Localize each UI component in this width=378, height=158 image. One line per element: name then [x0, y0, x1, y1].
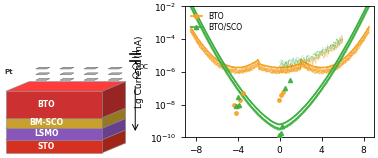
Text: STO: STO [38, 142, 55, 151]
Text: LSMO: LSMO [34, 129, 59, 138]
Text: BM-SCO: BM-SCO [29, 118, 64, 127]
Polygon shape [108, 73, 122, 75]
Polygon shape [102, 82, 125, 118]
Legend: BTO, BTO/SCO: BTO, BTO/SCO [189, 10, 244, 33]
Polygon shape [6, 108, 125, 118]
Y-axis label: Lg Current (mA): Lg Current (mA) [135, 36, 144, 108]
Polygon shape [102, 118, 125, 140]
Polygon shape [102, 130, 125, 153]
Polygon shape [6, 118, 102, 128]
Polygon shape [6, 118, 125, 128]
Polygon shape [6, 130, 125, 140]
Polygon shape [84, 79, 98, 80]
Polygon shape [102, 108, 125, 128]
Polygon shape [6, 140, 102, 153]
Polygon shape [84, 67, 98, 69]
Polygon shape [36, 73, 50, 75]
Polygon shape [60, 73, 74, 75]
Text: DC: DC [138, 64, 148, 70]
Text: BTO: BTO [37, 100, 55, 109]
Polygon shape [36, 67, 50, 69]
Text: Pt: Pt [5, 69, 14, 75]
Polygon shape [60, 67, 74, 69]
Polygon shape [6, 91, 102, 118]
Polygon shape [36, 79, 50, 80]
Polygon shape [108, 67, 122, 69]
Polygon shape [60, 79, 74, 80]
Polygon shape [6, 82, 125, 91]
Polygon shape [108, 79, 122, 80]
Polygon shape [84, 73, 98, 75]
Polygon shape [6, 128, 102, 140]
